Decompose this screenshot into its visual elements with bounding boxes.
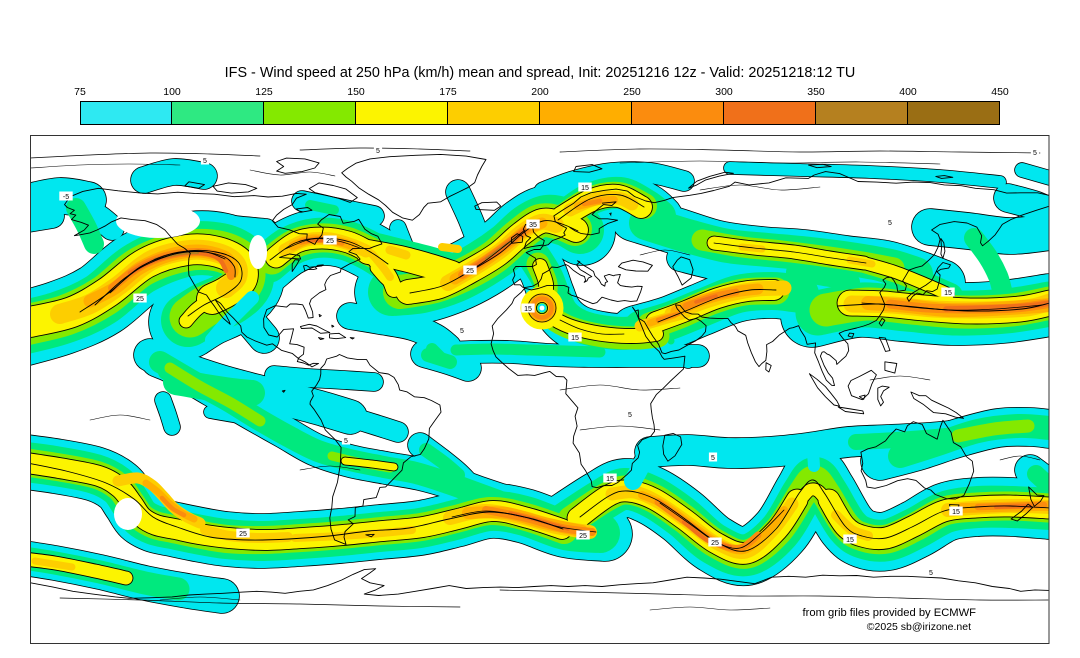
- svg-text:5: 5: [929, 570, 933, 577]
- svg-text:15: 15: [571, 335, 579, 342]
- svg-text:5: 5: [376, 148, 380, 155]
- svg-text:35: 35: [529, 222, 537, 229]
- svg-text:25: 25: [136, 296, 144, 303]
- svg-text:25: 25: [326, 238, 334, 245]
- svg-text:15: 15: [606, 476, 614, 483]
- svg-text:15: 15: [952, 509, 960, 516]
- svg-text:5: 5: [711, 455, 715, 462]
- svg-text:15: 15: [846, 537, 854, 544]
- svg-text:5: 5: [1033, 150, 1037, 157]
- svg-text:25: 25: [239, 531, 247, 538]
- svg-text:15: 15: [581, 185, 589, 192]
- svg-text:-5: -5: [63, 194, 69, 201]
- svg-text:25: 25: [466, 268, 474, 275]
- svg-text:15: 15: [944, 290, 952, 297]
- svg-text:5: 5: [460, 328, 464, 335]
- svg-text:5: 5: [344, 438, 348, 445]
- svg-text:5: 5: [888, 220, 892, 227]
- svg-text:25: 25: [711, 540, 719, 547]
- svg-text:5: 5: [628, 412, 632, 419]
- svg-text:25: 25: [579, 533, 587, 540]
- svg-text:15: 15: [524, 306, 532, 313]
- svg-text:5: 5: [203, 158, 207, 165]
